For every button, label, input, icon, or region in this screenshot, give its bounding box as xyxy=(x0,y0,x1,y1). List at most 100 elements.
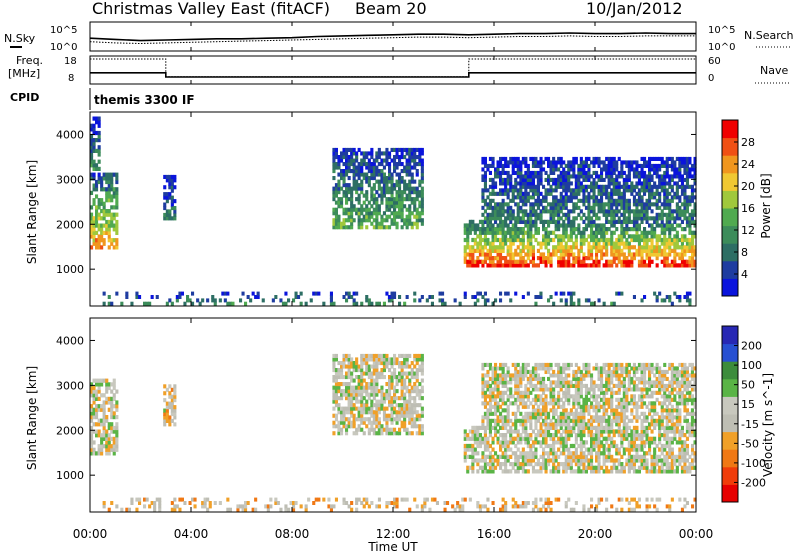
heatmap-cell xyxy=(650,237,654,243)
heatmap-cell xyxy=(107,227,111,232)
heatmap-cell xyxy=(514,436,518,441)
heatmap-cell xyxy=(347,225,351,230)
heatmap-cell xyxy=(395,431,399,436)
heatmap-cell xyxy=(486,237,490,243)
heatmap-cell xyxy=(410,221,414,226)
heatmap-cell xyxy=(648,163,652,168)
heatmap-cell xyxy=(375,225,379,230)
heatmap-cell xyxy=(612,177,616,182)
heatmap-cell xyxy=(377,417,381,422)
heatmap-cell xyxy=(97,148,101,153)
heatmap-cell xyxy=(579,458,583,463)
heatmap-cell xyxy=(413,403,417,408)
heatmap-cell xyxy=(408,204,412,209)
heatmap-cell xyxy=(516,469,520,474)
heatmap-cell xyxy=(393,186,397,191)
heatmap-cell xyxy=(337,165,341,170)
heatmap-cell xyxy=(595,451,599,456)
heatmap-cell xyxy=(360,371,364,376)
heatmap-cell xyxy=(488,227,492,232)
y-tick-label: 1000 xyxy=(56,263,84,276)
heatmap-cell xyxy=(521,195,525,200)
heatmap-cell xyxy=(509,256,513,261)
heatmap-cell xyxy=(501,241,505,246)
heatmap-cell xyxy=(610,156,614,161)
heatmap-cell xyxy=(592,465,596,470)
heatmap-cell xyxy=(637,447,641,452)
heatmap-cell xyxy=(663,181,667,186)
heatmap-cell xyxy=(643,454,647,459)
heatmap-cell xyxy=(418,158,422,163)
heatmap-cell xyxy=(400,378,404,383)
heatmap-cell xyxy=(610,440,614,445)
heatmap-cell xyxy=(655,252,659,257)
heatmap-cell xyxy=(595,429,599,434)
heatmap-cell xyxy=(526,436,530,441)
heatmap-cell xyxy=(347,176,351,181)
heatmap-cell xyxy=(577,298,581,303)
heatmap-cell xyxy=(547,366,551,371)
heatmap-cell xyxy=(516,373,520,378)
heatmap-cell xyxy=(526,462,530,467)
heatmap-cell xyxy=(675,202,679,207)
heatmap-cell xyxy=(342,190,346,195)
heatmap-cell xyxy=(372,193,376,198)
heatmap-cell xyxy=(524,212,528,217)
heatmap-cell xyxy=(496,440,500,445)
heatmap-cell xyxy=(201,298,205,303)
heatmap-cell xyxy=(602,245,606,250)
heatmap-cell xyxy=(640,216,644,221)
heatmap-cell xyxy=(388,413,392,418)
heatmap-cell xyxy=(655,469,659,474)
heatmap-cell xyxy=(509,188,513,193)
heatmap-cell xyxy=(622,447,626,452)
heatmap-cell xyxy=(534,227,538,232)
heatmap-cell xyxy=(552,454,556,459)
heatmap-cell xyxy=(380,169,384,174)
heatmap-cell xyxy=(481,223,485,228)
heatmap-cell xyxy=(491,436,495,441)
heatmap-cell xyxy=(582,174,586,179)
heatmap-cell xyxy=(645,205,649,210)
heatmap-cell xyxy=(597,191,601,196)
heatmap-cell xyxy=(494,181,498,186)
heatmap-cell xyxy=(95,163,99,168)
heatmap-cell xyxy=(415,197,419,202)
heatmap-cell xyxy=(632,212,636,217)
heatmap-cell xyxy=(663,212,667,217)
heatmap-cell xyxy=(350,214,354,219)
heatmap-cell xyxy=(542,219,546,224)
heatmap-cell xyxy=(600,191,604,196)
heatmap-cell xyxy=(170,181,174,186)
heatmap-cell xyxy=(506,380,510,385)
heatmap-cell xyxy=(506,447,510,452)
heatmap-cell xyxy=(393,200,397,205)
heatmap-cell xyxy=(390,218,394,223)
heatmap-cell xyxy=(632,227,636,232)
heatmap-cell xyxy=(496,376,500,381)
heatmap-cell xyxy=(663,237,667,243)
heatmap-cell xyxy=(635,425,639,430)
heatmap-cell xyxy=(97,223,101,228)
heatmap-cell xyxy=(340,396,344,401)
heatmap-cell xyxy=(367,396,371,401)
heatmap-cell xyxy=(468,219,472,224)
heatmap-cell xyxy=(514,184,518,189)
heatmap-cell xyxy=(658,184,662,189)
heatmap-cell xyxy=(670,167,674,172)
heatmap-cell xyxy=(350,151,354,156)
heatmap-cell xyxy=(92,172,96,177)
heatmap-cell xyxy=(352,176,356,181)
heatmap-cell xyxy=(398,427,402,432)
heatmap-cell xyxy=(615,469,619,474)
heatmap-cell xyxy=(526,440,530,445)
heatmap-cell xyxy=(605,458,609,463)
heatmap-cell xyxy=(372,353,376,358)
heatmap-cell xyxy=(403,221,407,226)
heatmap-cell xyxy=(483,156,487,161)
heatmap-cell xyxy=(660,230,664,235)
heatmap-cell xyxy=(627,174,631,179)
heatmap-cell xyxy=(612,170,616,175)
heatmap-cell xyxy=(579,163,583,168)
heatmap-cell xyxy=(622,212,626,217)
